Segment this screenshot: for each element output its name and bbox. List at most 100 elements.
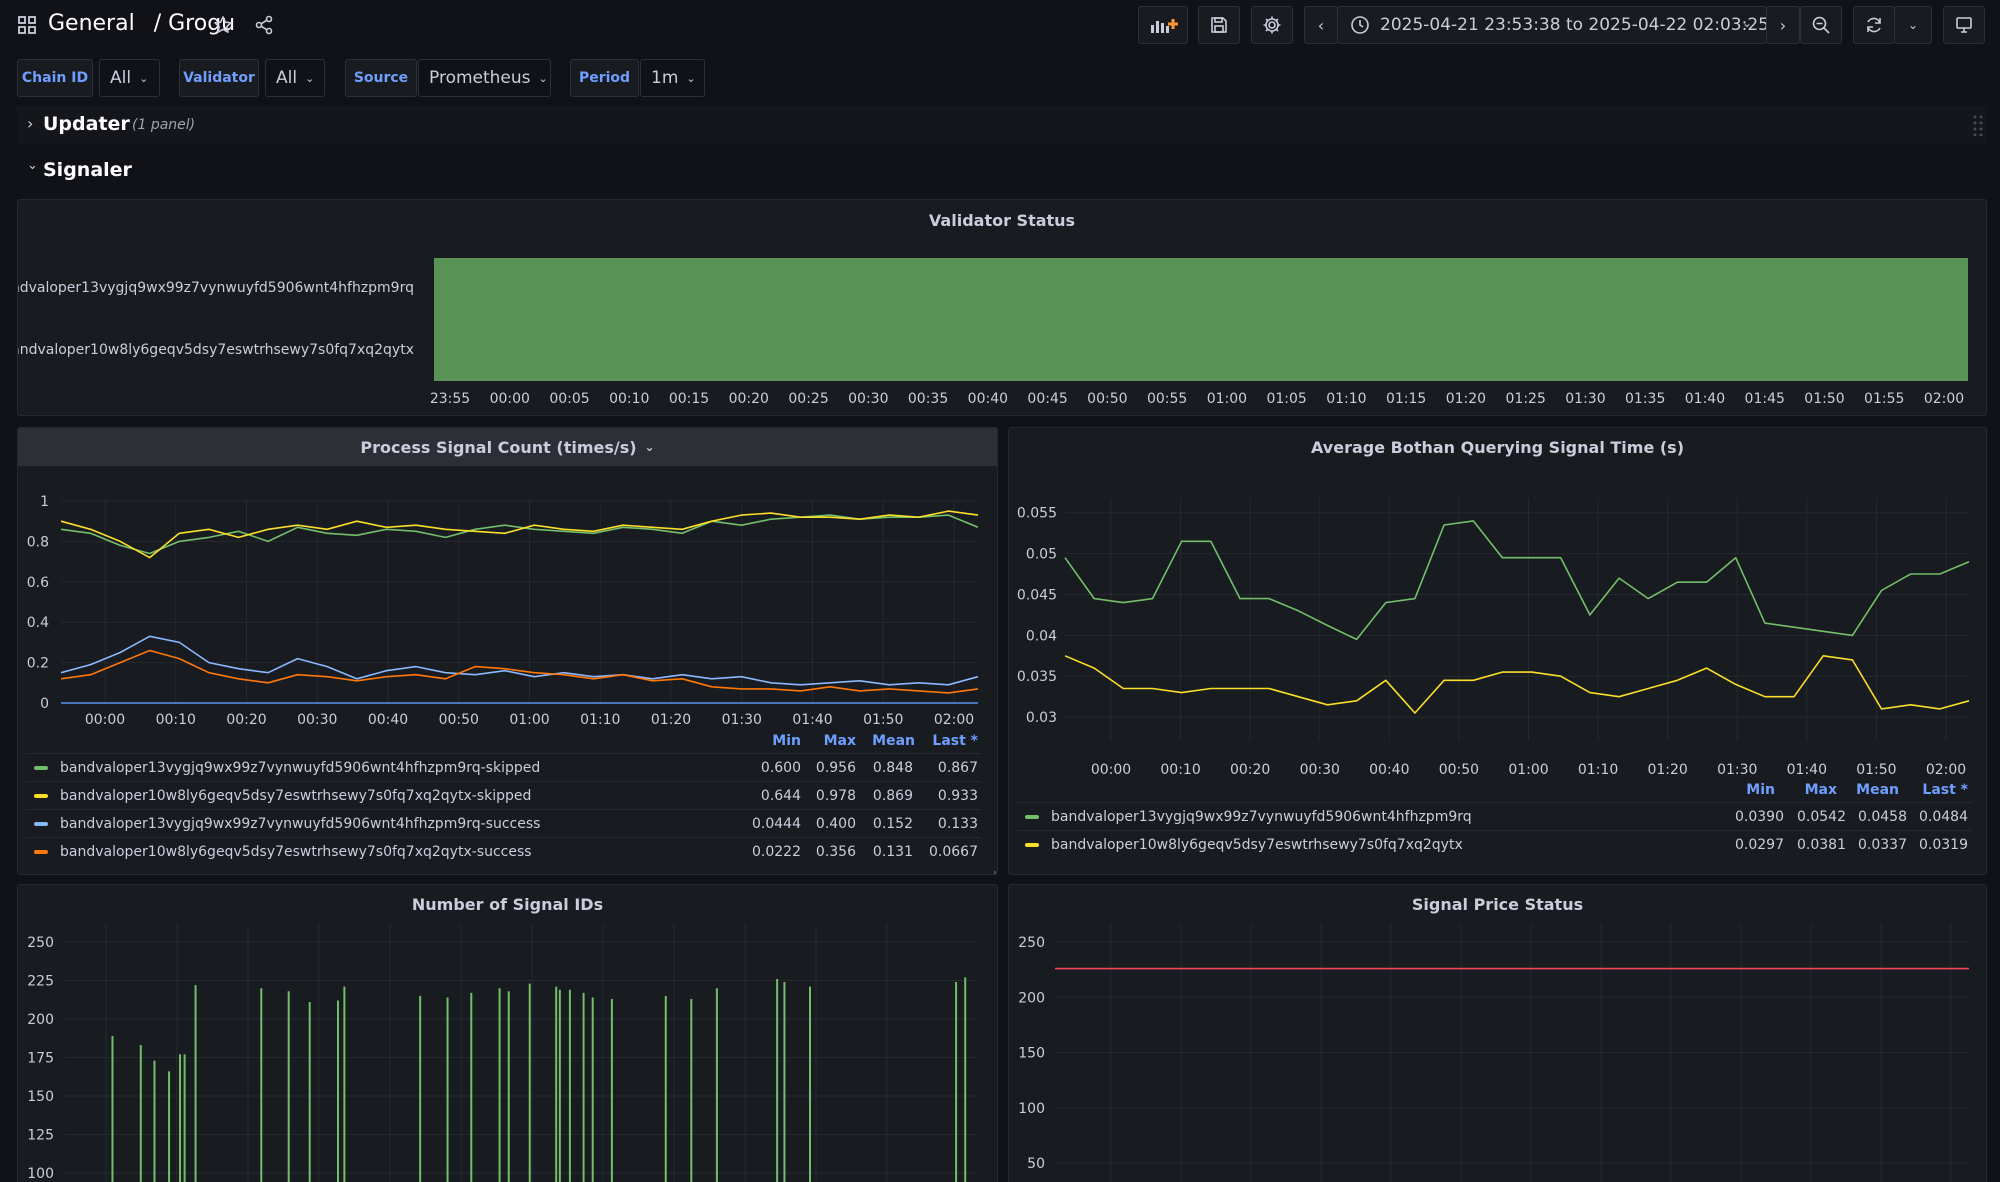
legend-header-last[interactable]: Last * (932, 733, 978, 749)
dashboards-grid-icon[interactable] (17, 15, 37, 35)
panel-number-of-signal-ids: Number of Signal IDs 100 125 150 175 200 225 2… (17, 884, 998, 1182)
x-tick-label: 02:00 (1926, 762, 1966, 778)
x-tick-label: 00:20 (729, 391, 769, 407)
legend-last: 0.133 (937, 815, 978, 832)
y-tick-label: 0.8 (27, 534, 49, 550)
breadcrumb-folder[interactable]: General (48, 11, 135, 36)
chevron-right-icon: › (27, 114, 34, 133)
save-dashboard-button[interactable] (1198, 6, 1240, 44)
x-tick-label: 01:40 (1787, 762, 1827, 778)
x-tick-label: 00:20 (226, 712, 266, 728)
legend-header-min[interactable]: Min (1746, 782, 1775, 798)
x-tick-label: 00:50 (1087, 391, 1127, 407)
x-tick-label: 00:05 (549, 391, 589, 407)
zoom-out-button[interactable] (1800, 6, 1842, 44)
x-tick-label: 01:35 (1625, 391, 1665, 407)
row-signaler[interactable]: ⌄ Signaler (17, 152, 417, 190)
legend-swatch (34, 765, 48, 770)
x-tick-label: 01:50 (1804, 391, 1844, 407)
refresh-interval-dropdown[interactable]: ⌄ (1894, 6, 1932, 44)
legend-mean: 0.152 (872, 815, 913, 832)
x-tick-label: 00:30 (1300, 762, 1340, 778)
y-tick-label: 100 (27, 1166, 54, 1182)
y-tick-label: 50 (1027, 1156, 1045, 1172)
panel-title[interactable]: Average Bothan Querying Signal Time (s) (1310, 437, 1685, 457)
legend-min: 0.644 (760, 787, 801, 804)
legend-last: 0.867 (937, 759, 978, 776)
panel-title[interactable]: Validator Status (928, 210, 1076, 230)
y-tick-label: 150 (27, 1089, 54, 1105)
x-tick-label: 00:40 (968, 391, 1008, 407)
var-select-source[interactable]: Prometheus ⌄ (418, 59, 551, 97)
y-tick-label: 0.045 (1017, 587, 1057, 603)
legend-row[interactable]: bandvaloper10w8ly6geqv5dsy7eswtrhsewy7s0… (26, 837, 981, 865)
panel-title[interactable]: Signal Price Status (1411, 894, 1584, 914)
legend-row[interactable]: bandvaloper10w8ly6geqv5dsy7eswtrhsewy7s0… (1017, 830, 1972, 858)
clock-icon (1350, 15, 1370, 35)
time-range-back-button[interactable]: ‹ (1304, 6, 1338, 44)
x-tick-label: 23:55 (430, 391, 470, 407)
legend-header-mean[interactable]: Mean (872, 733, 915, 749)
legend-row[interactable]: bandvaloper13vygjq9wx99z7vynwuyfd5906wnt… (26, 809, 981, 837)
breadcrumb-separator: / (153, 11, 162, 36)
chevron-down-icon: ⌄ (538, 71, 548, 85)
x-tick-label: 00:50 (1439, 762, 1479, 778)
x-tick-label: 01:55 (1864, 391, 1904, 407)
legend-row[interactable]: bandvaloper13vygjq9wx99z7vynwuyfd5906wnt… (1017, 802, 1972, 830)
time-range-text: 2025-04-21 23:53:38 to 2025-04-22 02:03:… (1380, 15, 1769, 35)
legend-header-max[interactable]: Max (1804, 782, 1837, 798)
y-tick-label: 250 (27, 935, 54, 951)
legend-header-mean[interactable]: Mean (1856, 782, 1899, 798)
star-icon[interactable] (213, 15, 233, 35)
x-tick-label: 00:35 (908, 391, 948, 407)
resize-handle-icon[interactable] (986, 863, 996, 874)
y-tick-label: 100 (1018, 1101, 1045, 1117)
var-value: 1m (651, 68, 679, 88)
add-panel-button[interactable] (1138, 6, 1188, 44)
y-tick-label: 0.2 (27, 656, 49, 672)
x-tick-label: 00:00 (490, 391, 530, 407)
y-tick-label: 0.4 (27, 615, 49, 631)
series-line (60, 649, 979, 694)
breadcrumb-dashboard[interactable]: Grogu (168, 11, 236, 36)
legend-swatch (1025, 814, 1039, 819)
view-mode-button[interactable] (1943, 6, 1985, 44)
y-tick-label: 0 (40, 696, 49, 712)
x-tick-label: 00:00 (85, 712, 125, 728)
y-tick-label: 0.05 (1026, 547, 1057, 563)
drag-handle-icon[interactable] (1973, 114, 1983, 137)
signal-price-chart: 50 100 150 200 250 (1018, 925, 1969, 1182)
legend-max: 0.0381 (1797, 836, 1846, 853)
x-tick-label: 01:20 (1647, 762, 1687, 778)
legend-last: 0.0484 (1919, 808, 1968, 825)
legend-max: 0.0542 (1797, 808, 1846, 825)
time-range-picker[interactable]: 2025-04-21 23:53:38 to 2025-04-22 02:03:… (1337, 6, 1769, 44)
legend-header-max[interactable]: Max (823, 733, 856, 749)
chevron-down-icon: ⌄ (644, 440, 655, 454)
x-tick-label: 01:25 (1506, 391, 1546, 407)
y-tick-label: 250 (1018, 935, 1045, 951)
var-label-chain-id: Chain ID (17, 59, 93, 97)
panel-title[interactable]: Process Signal Count (times/s) ⌄ (18, 428, 997, 466)
validator-label: bandvaloper13vygjq9wx99z7vynwuyfd5906wnt… (18, 280, 414, 296)
legend-header-last[interactable]: Last * (1922, 782, 1968, 798)
var-select-period[interactable]: 1m ⌄ (640, 59, 705, 97)
y-tick-label: 175 (27, 1051, 54, 1067)
refresh-button[interactable] (1853, 6, 1895, 44)
var-select-validator[interactable]: All ⌄ (265, 59, 325, 97)
row-updater[interactable]: › Updater (1 panel) (17, 106, 1987, 144)
dashboard-settings-button[interactable] (1251, 6, 1293, 44)
x-tick-label: 00:30 (848, 391, 888, 407)
var-select-chain-id[interactable]: All ⌄ (99, 59, 160, 97)
chevron-down-icon: ⌄ (1741, 16, 1752, 30)
legend-header-min[interactable]: Min (772, 733, 801, 749)
legend-min: 0.600 (760, 759, 801, 776)
row-title: Signaler (43, 159, 132, 181)
panel-title[interactable]: Number of Signal IDs (411, 894, 604, 914)
legend-row[interactable]: bandvaloper10w8ly6geqv5dsy7eswtrhsewy7s0… (26, 781, 981, 809)
series-line (60, 514, 979, 555)
legend-row[interactable]: bandvaloper13vygjq9wx99z7vynwuyfd5906wnt… (26, 753, 981, 781)
time-range-forward-button[interactable]: › (1766, 6, 1800, 44)
var-value: Prometheus (429, 68, 531, 88)
share-icon[interactable] (254, 15, 274, 35)
